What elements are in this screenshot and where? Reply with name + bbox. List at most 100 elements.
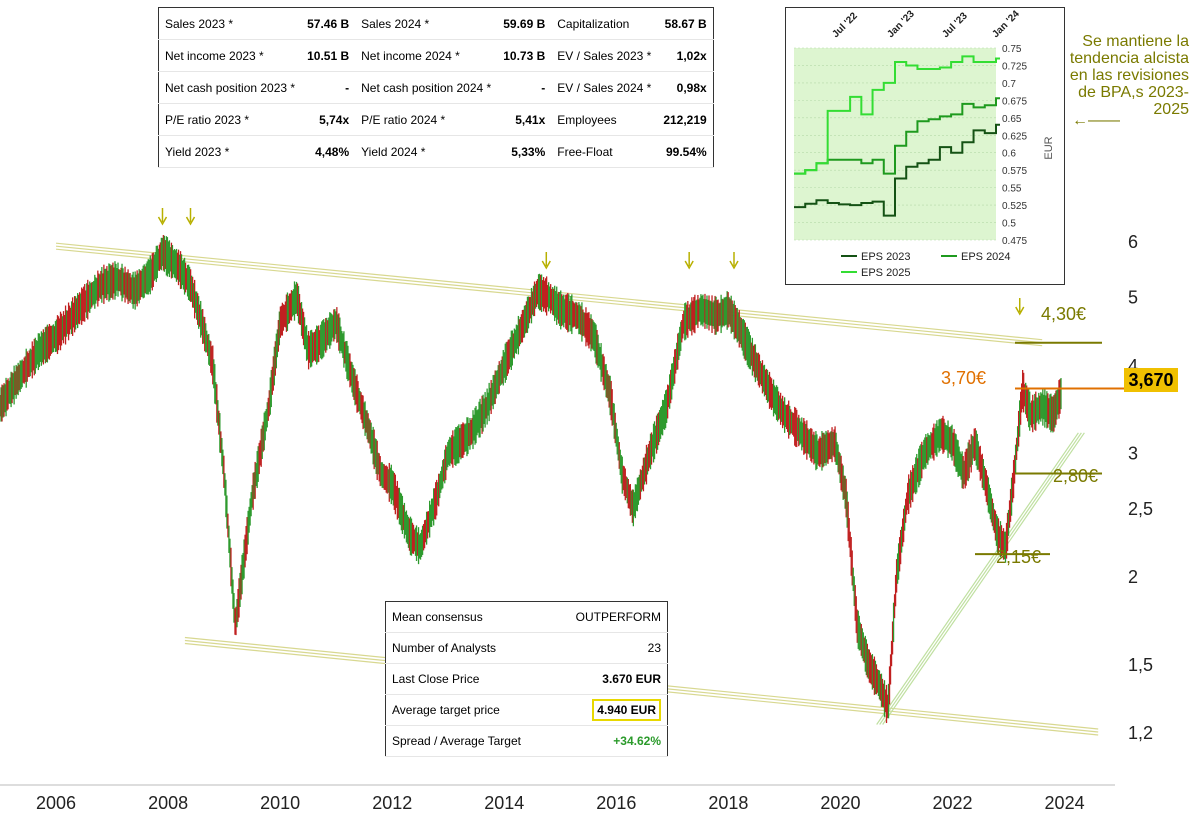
fund-label: Net income 2024 * [355,39,498,72]
spread-value: +34.62% [613,734,661,748]
eps-x-tick-label: Jul '22 [830,10,860,40]
y-tick-label: 3 [1128,444,1138,464]
consensus-value: OUTPERFORM [552,601,668,633]
peak-marker [1015,306,1025,316]
fund-value: 58.67 B [657,7,714,40]
x-tick-label: 2018 [708,793,748,813]
y-tick-label: 5 [1128,288,1138,308]
fund-label: Employees [551,103,658,136]
y-tick-label: 2,5 [1128,499,1153,519]
fund-label: Net cash position 2023 * [158,71,302,104]
analysts-label: Number of Analysts [385,632,553,664]
fund-label: Capitalization [551,7,658,40]
fund-value: 10.73 B [497,39,552,72]
eps-series-line [794,55,1000,175]
eps-y-tick-label: 0.625 [1002,131,1027,142]
fund-value: 57.46 B [301,7,356,40]
x-tick-label: 2008 [148,793,188,813]
x-tick-label: 2012 [372,793,412,813]
fund-label: Sales 2023 * [158,7,302,40]
y-tick-label: 1,2 [1128,723,1153,743]
x-tick-label: 2014 [484,793,524,813]
fund-label: Sales 2024 * [355,7,498,40]
fund-label: P/E ratio 2023 * [158,103,302,136]
eps-legend-label: EPS 2024 [961,251,1011,263]
eps-y-axis-label: EUR [1043,136,1055,159]
level-label-280: 2,80€ [1053,466,1099,486]
eps-y-tick-label: 0.675 [1002,96,1027,107]
fund-value: 0,98x [657,71,714,104]
fund-label: P/E ratio 2024 * [355,103,498,136]
eps-revisions-chart: 0.475 0.5 0.525 0.55 0.575 0.6 0.625 0.65 0.675 0… [785,7,1065,285]
table-row: Last Close Price 3.670 EUR [385,663,668,695]
eps-y-tick-label: 0.75 [1002,44,1022,55]
table-row: P/E ratio 2023 * 5,74x P/E ratio 2024 * 5,4… [158,103,714,136]
fund-value: 10.51 B [301,39,356,72]
annotation-arrow: ←—— [1072,112,1120,129]
analysts-value: 23 [552,632,668,664]
last-price-badge: 3,670 [1124,368,1178,392]
fund-value: 1,02x [657,39,714,72]
fund-value: 5,33% [497,135,552,168]
target-label: Average target price [385,694,553,726]
eps-x-tick-label: Jul '23 [940,10,970,40]
fund-label: Free-Float [551,135,658,168]
table-row: Spread / Average Target +34.62% [385,725,668,757]
table-row: Average target price 4.940 EUR [385,694,668,726]
eps-y-tick-label: 0.6 [1002,149,1016,160]
eps-y-tick-label: 0.725 [1002,61,1027,72]
trend-support-line [882,432,1085,725]
eps-y-tick-label: 0.575 [1002,166,1027,177]
trend-support-line [879,432,1082,725]
level-label-430: 4,30€ [1041,304,1087,324]
fund-label: EV / Sales 2024 * [551,71,658,104]
x-tick-label: 2016 [596,793,636,813]
annotation-note: Se mantiene la tendencia alcista en las … [1069,33,1189,118]
level-label-370: 3,70€ [941,368,987,388]
x-tick-label: 2010 [260,793,300,813]
table-row: Net income 2023 * 10.51 B Net income 2024 … [158,39,714,72]
x-tick-label: 2020 [820,793,860,813]
trend-support-line [876,432,1079,725]
fund-value: - [301,71,356,104]
consensus-table: Mean consensus OUTPERFORM Number of Analy… [385,601,668,757]
spread-label: Spread / Average Target [385,725,553,757]
eps-legend-label: EPS 2025 [861,267,911,279]
eps-y-tick-label: 0.5 [1002,219,1016,230]
peak-marker [157,216,168,226]
fund-value: - [497,71,552,104]
peak-marker [729,260,739,270]
x-tick-label: 2006 [36,793,76,813]
eps-y-tick-label: 0.525 [1002,201,1027,212]
level-label-215: 2,15€ [996,547,1042,567]
fund-label: Yield 2023 * [158,135,302,168]
y-tick-label: 1,5 [1128,655,1153,675]
table-row: Net cash position 2023 * - Net cash positi… [158,71,714,104]
eps-y-tick-label: 0.55 [1002,184,1022,195]
fund-value: 4,48% [301,135,356,168]
peak-marker [684,260,694,270]
table-row: Sales 2023 * 57.46 B Sales 2024 * 59.69 B Ca… [158,7,714,40]
close-label: Last Close Price [385,663,553,695]
y-tick-label: 6 [1128,232,1138,252]
eps-legend-label: EPS 2023 [861,251,911,263]
fundamentals-table: Sales 2023 * 57.46 B Sales 2024 * 59.69 B Ca… [158,7,714,168]
fund-label: Net cash position 2024 * [355,71,498,104]
table-row: Number of Analysts 23 [385,632,668,664]
close-value: 3.670 EUR [552,663,668,695]
fund-value: 5,74x [301,103,356,136]
target-value: 4.940 EUR [592,699,661,721]
table-row: Mean consensus OUTPERFORM [385,601,668,633]
eps-y-tick-label: 0.65 [1002,114,1022,125]
eps-series-line [794,123,1000,217]
eps-y-tick-label: 0.7 [1002,79,1016,90]
fund-label: Yield 2024 * [355,135,498,168]
fund-label: Net income 2023 * [158,39,302,72]
peak-marker [185,216,196,226]
y-tick-label: 4 [1128,356,1138,376]
x-tick-label: 2024 [1045,793,1085,813]
table-row: Yield 2023 * 4,48% Yield 2024 * 5,33% Free-F… [158,135,714,168]
eps-x-tick-label: Jan '24 [990,8,1022,40]
fund-label: EV / Sales 2023 * [551,39,658,72]
